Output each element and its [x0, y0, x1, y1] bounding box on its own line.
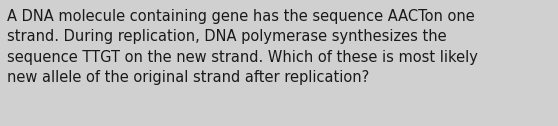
Text: A DNA molecule containing gene has the sequence AACTon one
strand. During replic: A DNA molecule containing gene has the s…	[7, 9, 478, 85]
